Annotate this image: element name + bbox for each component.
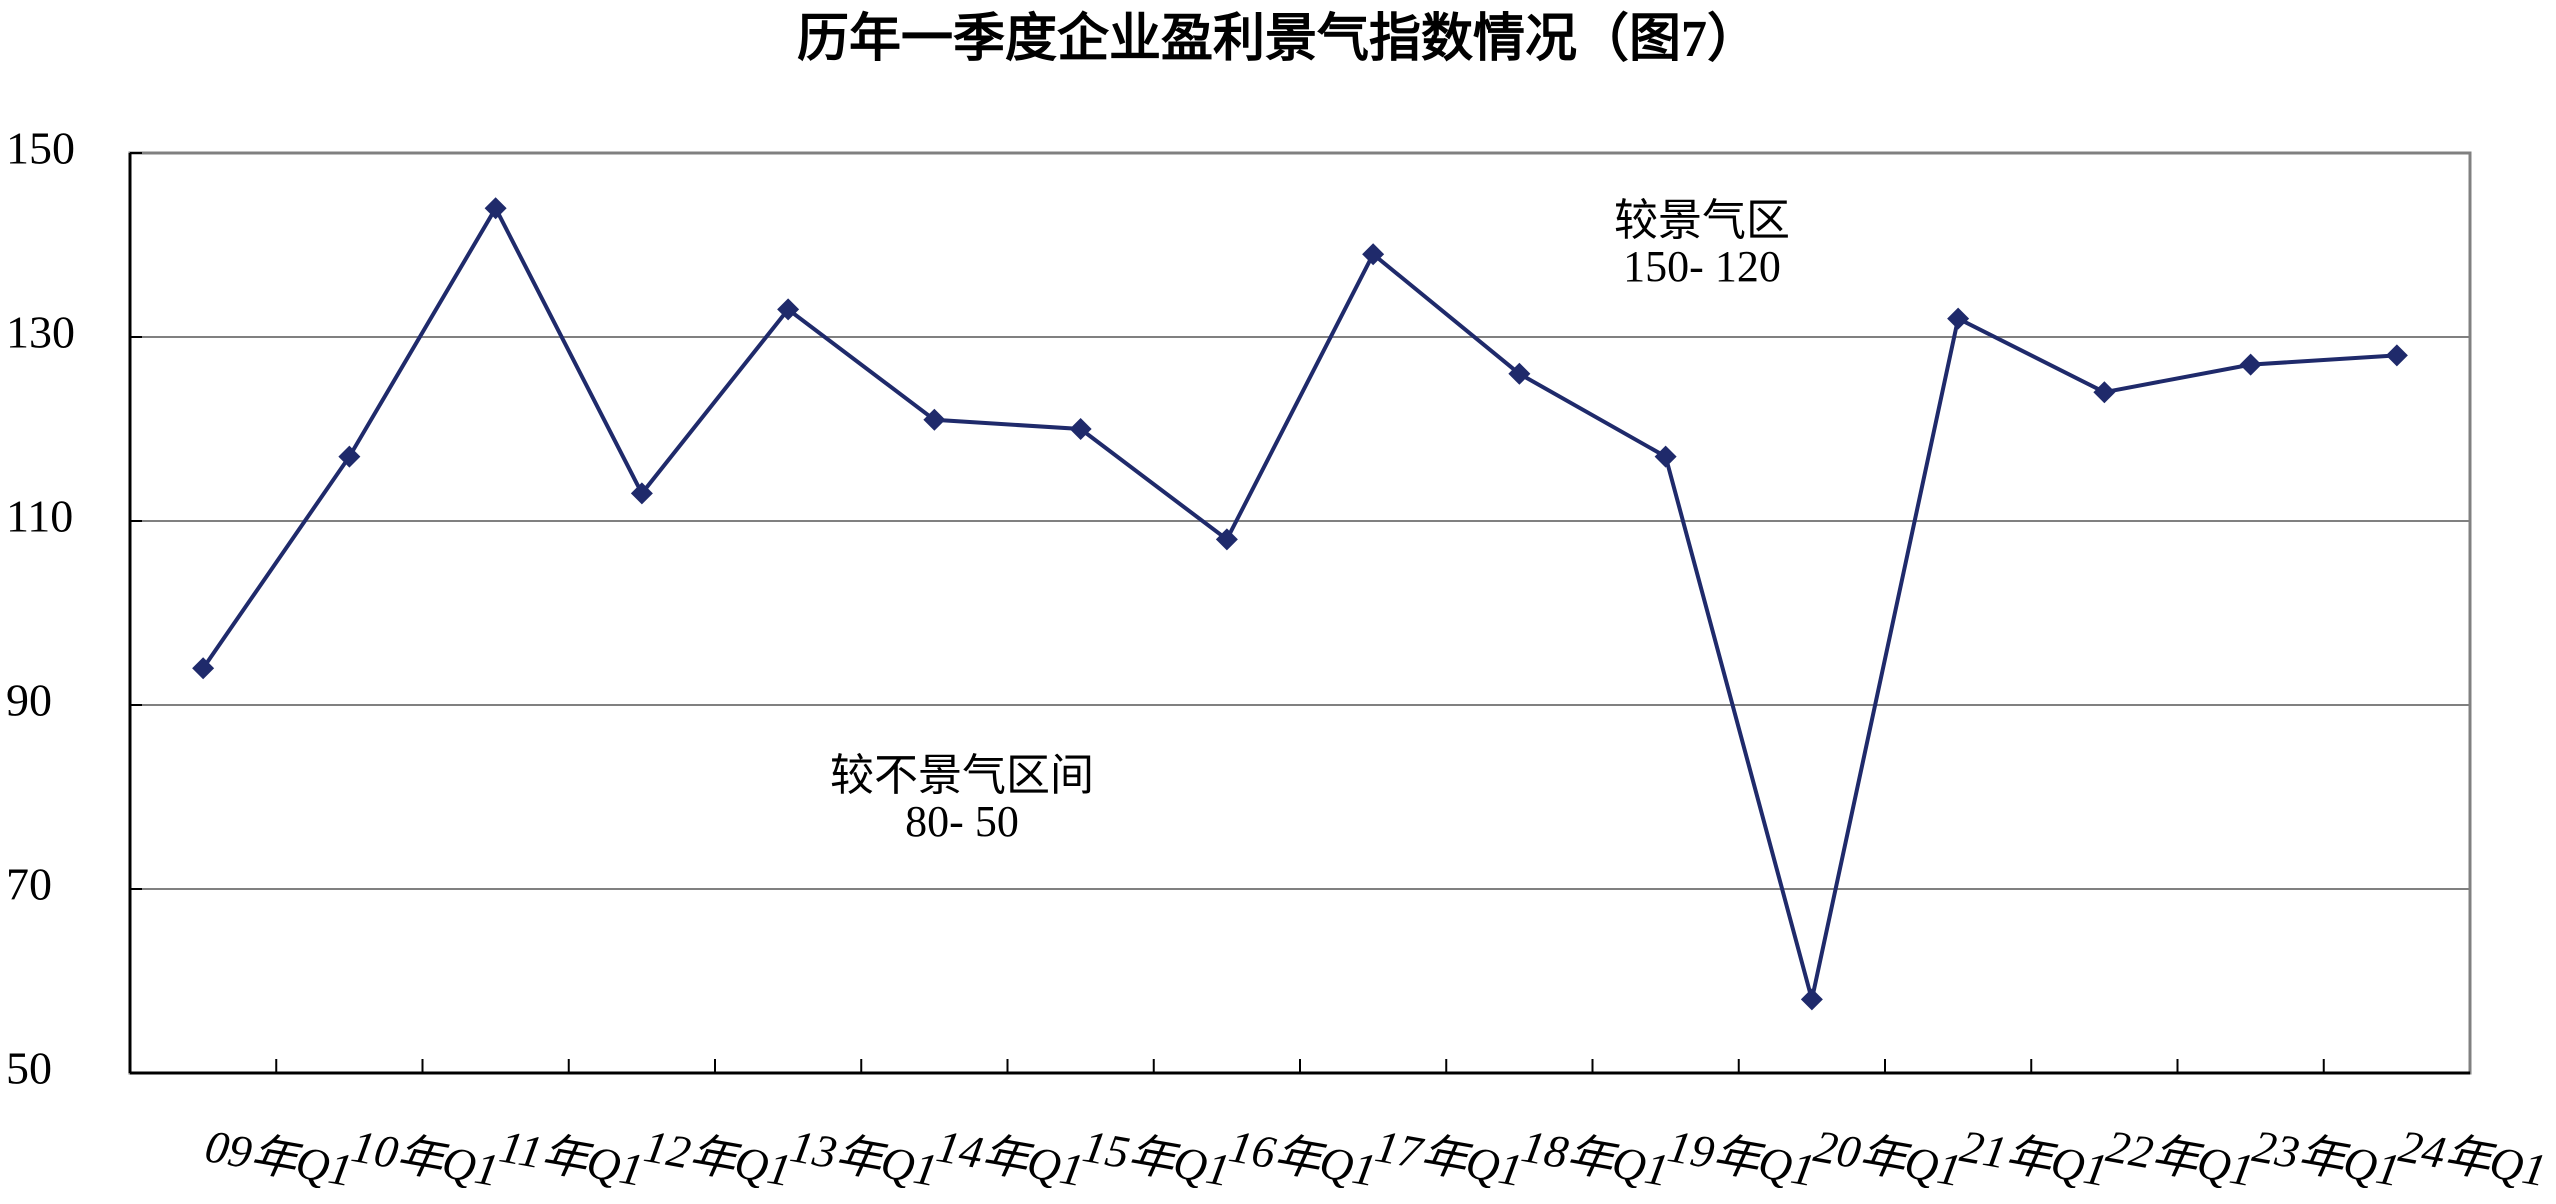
data-point (2093, 381, 2116, 404)
data-point (1654, 445, 1677, 468)
x-tick-label: 21年Q1 (1957, 1120, 2112, 1196)
x-tick-label: 11年Q1 (496, 1120, 647, 1195)
annotation: 80- 50 (905, 797, 1019, 846)
y-tick-label: 130 (6, 307, 75, 358)
x-tick-label: 10年Q1 (348, 1120, 503, 1196)
data-point (1800, 988, 1823, 1011)
data-point (777, 298, 800, 321)
y-tick-label: 50 (6, 1043, 52, 1094)
data-point (1215, 528, 1238, 551)
data-line (201, 204, 2398, 1000)
annotation: 较景气区 (1614, 196, 1790, 245)
data-point (630, 482, 653, 505)
x-tick-label: 12年Q1 (640, 1120, 795, 1196)
data-point (2385, 344, 2408, 367)
data-point (1362, 243, 1385, 266)
x-tick-label: 09年Q1 (202, 1120, 357, 1196)
x-tick-label: 17年Q1 (1372, 1120, 1527, 1196)
x-tick-label: 24年Q1 (2395, 1120, 2550, 1196)
data-point (338, 445, 361, 468)
data-point (1947, 307, 1970, 330)
data-point (484, 197, 507, 220)
data-point (2239, 353, 2262, 376)
x-tick-label: 16年Q1 (1225, 1120, 1380, 1196)
y-tick-label: 150 (6, 123, 75, 174)
x-tick-label: 23年Q1 (2249, 1120, 2404, 1196)
data-point (923, 408, 946, 431)
data-point (192, 657, 215, 680)
x-tick-label: 14年Q1 (933, 1120, 1088, 1196)
y-tick-label: 110 (6, 491, 73, 542)
x-tick-label: 13年Q1 (787, 1120, 942, 1196)
y-tick-label: 90 (6, 675, 52, 726)
annotation: 较不景气区间 (830, 751, 1094, 800)
x-tick-label: 19年Q1 (1664, 1120, 1819, 1196)
x-tick-label: 15年Q1 (1079, 1120, 1234, 1196)
x-tick-label: 22年Q1 (2103, 1120, 2258, 1196)
chart-title: 历年一季度企业盈利景气指数情况（图7） (797, 10, 1759, 68)
plot-area (128, 151, 2472, 1075)
x-tick-label: 18年Q1 (1518, 1120, 1673, 1196)
y-tick-label: 70 (6, 859, 52, 910)
data-point (1508, 362, 1531, 385)
annotation: 150- 120 (1623, 242, 1781, 291)
data-point (1069, 418, 1092, 440)
x-tick-label: 20年Q1 (1810, 1120, 1965, 1196)
